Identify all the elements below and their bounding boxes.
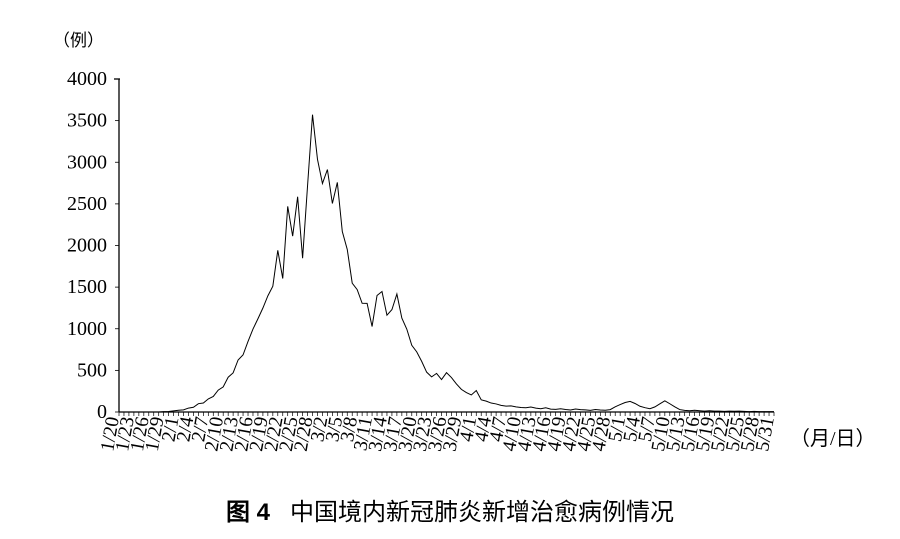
svg-text:2000: 2000: [67, 235, 107, 257]
svg-text:3500: 3500: [67, 110, 107, 132]
svg-text:500: 500: [77, 359, 107, 381]
svg-text:4000: 4000: [67, 68, 107, 90]
svg-text:1000: 1000: [67, 318, 107, 340]
svg-text:3000: 3000: [67, 151, 107, 173]
svg-text:2500: 2500: [67, 193, 107, 215]
svg-text:1500: 1500: [67, 276, 107, 298]
